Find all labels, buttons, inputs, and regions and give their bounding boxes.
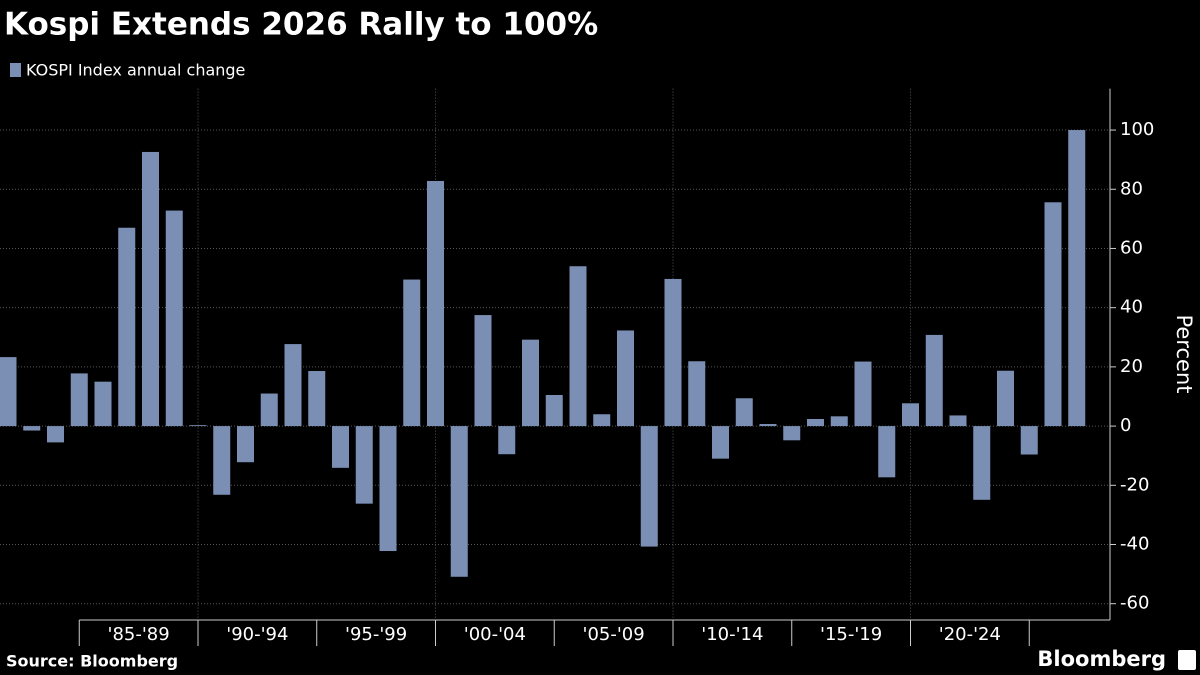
x-group-label: '15-'19 <box>820 624 882 645</box>
bar <box>593 414 611 427</box>
y-tick-label: -20 <box>1120 474 1149 495</box>
bar <box>355 426 373 504</box>
bar <box>617 330 634 427</box>
chart-title: Kospi Extends 2026 Rally to 100% <box>4 7 598 43</box>
bar <box>165 210 183 427</box>
x-group-label: '00-'04 <box>464 624 526 645</box>
bar <box>70 373 88 427</box>
legend-swatch <box>10 63 21 77</box>
bar <box>118 227 136 427</box>
bar <box>379 426 397 552</box>
bar <box>712 426 729 459</box>
x-group-label: '10-'14 <box>701 624 763 645</box>
bar <box>1044 202 1062 427</box>
bar <box>545 395 563 427</box>
x-group-label: '05-'09 <box>583 624 645 645</box>
x-group-label: '95-'99 <box>345 624 407 645</box>
bar <box>664 278 682 427</box>
bar <box>450 426 468 577</box>
bar <box>94 381 112 427</box>
bar <box>213 426 231 495</box>
bar <box>807 418 824 427</box>
bar <box>47 426 64 443</box>
bar <box>640 426 658 547</box>
bar <box>688 361 706 427</box>
source: Source: Bloomberg <box>6 652 178 671</box>
bar <box>403 279 421 427</box>
y-tick-label: 80 <box>1120 178 1143 199</box>
bar <box>878 426 896 478</box>
brand: Bloomberg <box>1037 647 1166 671</box>
y-tick-label: -40 <box>1120 534 1149 555</box>
y-tick-label: 40 <box>1120 297 1143 318</box>
bar <box>973 426 991 500</box>
bar <box>902 403 919 427</box>
y-tick-label: 60 <box>1120 237 1143 258</box>
x-group-label: '20-'24 <box>939 624 1001 645</box>
bar <box>142 151 159 427</box>
x-group-label: '90-'94 <box>226 624 288 645</box>
y-tick-label: -60 <box>1120 593 1149 614</box>
bar <box>474 315 492 427</box>
y-tick-label: 20 <box>1120 356 1143 377</box>
bar <box>308 371 326 427</box>
legend-label: KOSPI Index annual change <box>26 61 245 80</box>
bar <box>949 415 967 427</box>
x-group-label: '85-'89 <box>108 624 170 645</box>
bar <box>284 344 302 427</box>
bar <box>569 266 587 427</box>
bar <box>1020 426 1038 455</box>
bar <box>925 334 943 427</box>
bar <box>189 425 207 427</box>
bar <box>759 424 777 427</box>
bar <box>854 361 872 427</box>
bar <box>237 426 254 463</box>
bar <box>332 426 349 468</box>
bar <box>997 370 1014 427</box>
y-axis-label: Percent <box>1172 314 1196 393</box>
y-tick-label: 100 <box>1120 119 1154 140</box>
bar <box>735 398 753 427</box>
bar <box>0 357 17 427</box>
bar <box>522 339 539 427</box>
bar <box>498 426 516 455</box>
y-tick-label: 0 <box>1120 415 1131 436</box>
bar <box>783 426 801 441</box>
bar <box>260 393 278 427</box>
bar <box>1068 130 1086 427</box>
bar <box>830 416 848 427</box>
bar <box>427 180 444 427</box>
bar <box>23 426 41 431</box>
brand-icon <box>1178 650 1196 670</box>
